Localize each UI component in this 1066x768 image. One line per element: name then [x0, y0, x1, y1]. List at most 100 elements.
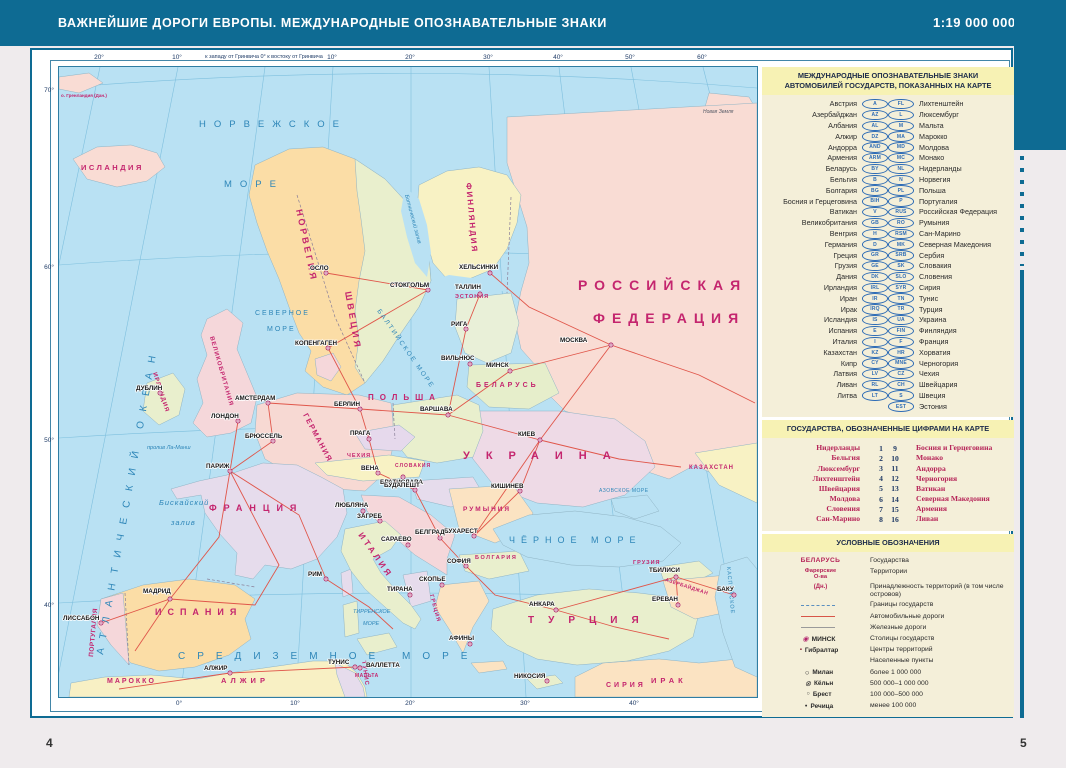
country-code-oval: GB: [862, 217, 888, 229]
country-code-oval: DZ: [862, 131, 888, 142]
country-code-oval: F: [888, 336, 914, 347]
svg-text:МАЛЬТА: МАЛЬТА: [355, 673, 379, 679]
legend-item: Фарерские О-ва Территории: [768, 568, 1008, 580]
country-code-oval: LV: [862, 368, 888, 380]
signs-row: FL Лихтенштейн: [888, 98, 1006, 110]
legend-description: Границы государств: [870, 601, 934, 609]
signs-row: SLO Словения: [888, 271, 1006, 283]
country-name: Литва: [837, 390, 857, 400]
country-name: Турция: [919, 304, 943, 314]
country-name: Бельгия: [830, 175, 857, 185]
country-name: Алжир: [835, 131, 857, 141]
svg-text:ТУРЦИЯ: ТУРЦИЯ: [528, 615, 653, 626]
graticule-label: 50°: [625, 54, 635, 61]
legend-item: ○ Милан более 1 000 000: [768, 669, 1008, 677]
country-code-oval: SRB: [888, 250, 914, 261]
svg-text:ВАРШАВА: ВАРШАВА: [420, 406, 453, 413]
numbered-row: 16 Ливан: [888, 514, 1006, 524]
country-code-oval: AND: [862, 142, 888, 153]
svg-text:ЛИССАБОН: ЛИССАБОН: [63, 615, 100, 622]
country-name: Ливан: [916, 514, 939, 524]
svg-text:ВИЛЬНЮС: ВИЛЬНЮС: [441, 355, 475, 362]
country-code-oval: E: [862, 325, 888, 337]
signs-row: RSM Сан-Марино: [888, 228, 1006, 240]
page-number-left: 4: [46, 736, 53, 750]
legend-sample-text: (Дн.): [813, 584, 828, 591]
country-name: Люксембург: [817, 463, 860, 473]
signs-row: UA Украина: [888, 314, 1006, 326]
corner-decoration: [1014, 0, 1066, 150]
graticule-label: 10°: [172, 54, 182, 61]
svg-text:МОРЕ: МОРЕ: [224, 179, 284, 190]
country-number: 1: [879, 443, 883, 453]
country-name: Франция: [919, 336, 949, 346]
country-name: Мальта: [919, 121, 944, 131]
country-number: 7: [879, 504, 883, 514]
signs-row: Греция GR: [770, 250, 888, 261]
country-code-oval: IRL: [862, 282, 888, 294]
country-name: Андорра: [828, 142, 857, 152]
numbered-row: Молдова 6: [770, 494, 888, 504]
svg-text:СЕВЕРНОЕ: СЕВЕРНОЕ: [255, 310, 310, 317]
svg-text:БУХАРЕСТ: БУХАРЕСТ: [444, 528, 478, 535]
svg-text:БАКУ: БАКУ: [717, 586, 734, 593]
signs-row: MC Монако: [888, 152, 1006, 164]
svg-text:БРЮССЕЛЬ: БРЮССЕЛЬ: [245, 433, 283, 440]
svg-text:БЕРЛИН: БЕРЛИН: [334, 401, 360, 408]
signs-column-right: FL Лихтенштейн L Люксембург M Маль: [888, 98, 1006, 412]
svg-text:ИСЛАНДИЯ: ИСЛАНДИЯ: [81, 163, 144, 172]
country-name: Словакия: [919, 261, 952, 271]
country-number: 4: [879, 474, 883, 484]
country-code-oval: MC: [888, 152, 914, 164]
country-code-oval: CH: [888, 379, 914, 391]
signs-row: N Норвегия: [888, 174, 1006, 186]
country-name: Великобритания: [801, 218, 857, 228]
legend-sample-text: Милан: [812, 669, 834, 677]
country-name: Дания: [836, 272, 857, 282]
country-code-oval: D: [862, 239, 888, 250]
signs-row: L Люксембург: [888, 109, 1006, 121]
legend-symbol: ◉ МИНСК: [768, 635, 870, 643]
signs-row: Армения ARM: [770, 152, 888, 164]
country-name: Латвия: [833, 369, 857, 379]
signs-row: TR Турция: [888, 304, 1006, 315]
svg-text:ТБИЛИСИ: ТБИЛИСИ: [649, 567, 680, 574]
signs-row: Кипр CY: [770, 358, 888, 369]
legend-marker-icon: ▪: [799, 647, 802, 654]
country-name: Молдова: [829, 494, 860, 504]
signs-row: Австрия A: [770, 98, 888, 110]
numbered-row: Нидерланды 1: [770, 443, 888, 453]
graticule-label: 30°: [483, 54, 493, 61]
country-name: Албания: [828, 121, 857, 131]
legend-symbol: ⊗ Кёльн: [768, 680, 870, 688]
country-code-oval: N: [888, 174, 914, 186]
country-name: Венгрия: [829, 229, 857, 238]
graticule-label: 10°: [327, 54, 337, 61]
graticule-label: 0°: [175, 700, 183, 707]
svg-text:МАДРИД: МАДРИД: [143, 588, 171, 595]
country-name: Греция: [833, 250, 857, 260]
country-name: Марокко: [919, 131, 948, 141]
country-name: Тунис: [919, 293, 939, 303]
svg-text:МОРЕ: МОРЕ: [267, 326, 296, 333]
numbered-section: ГОСУДАРСТВА, ОБОЗНАЧЕННЫЕ ЦИФРАМИ НА КАР…: [762, 420, 1014, 531]
country-name: Монако: [919, 153, 945, 163]
country-code-oval: FL: [888, 98, 914, 110]
svg-text:РОССИЙСКАЯ: РОССИЙСКАЯ: [578, 276, 747, 293]
country-code-oval: BG: [862, 185, 888, 196]
svg-text:СОФИЯ: СОФИЯ: [447, 558, 471, 565]
numbered-row: Сан-Марино 8: [770, 514, 888, 524]
numbered-row: Люксембург 3: [770, 463, 888, 473]
country-code-oval: I: [862, 336, 888, 347]
country-code-oval: IR: [862, 293, 888, 304]
graticule-label: 40°: [629, 700, 639, 707]
country-name: Российская Федерация: [919, 207, 997, 217]
symbols-section-title: УСЛОВНЫЕ ОБОЗНАЧЕНИЯ: [762, 533, 1014, 552]
legend-symbol: [768, 657, 870, 665]
country-name: Швейцария: [919, 380, 958, 390]
country-number: 11: [891, 464, 899, 474]
legend-column: МЕЖДУНАРОДНЫЕ ОПОЗНАВАТЕЛЬНЫЕ ЗНАКИ АВТО…: [762, 67, 1014, 718]
map-scale: 1:19 000 000: [933, 15, 1016, 30]
country-code-oval: ARM: [862, 152, 888, 164]
graticule-label: 20°: [405, 54, 415, 61]
